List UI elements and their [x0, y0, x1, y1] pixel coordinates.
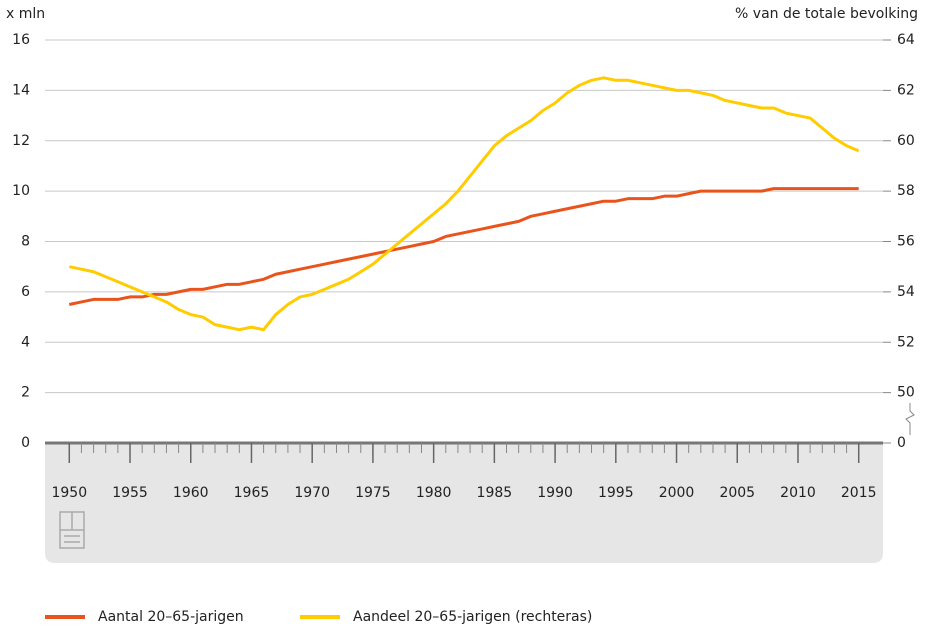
series-line [68, 187, 859, 306]
y-tick-label: 12 [12, 133, 30, 149]
axis-break [905, 403, 915, 435]
x-tick-label: 1960 [173, 485, 209, 501]
y2-tick-label: 50 [897, 385, 915, 401]
y2-tick-label: 60 [897, 133, 915, 149]
x-tick-label: 2000 [659, 485, 695, 501]
y2-tick-label: 56 [897, 234, 915, 250]
y2-tick-label: 54 [897, 284, 915, 300]
x-tick-label: 2015 [841, 485, 877, 501]
x-tick-label: 2005 [719, 485, 755, 501]
y2-tick-label: 62 [897, 82, 915, 98]
x-tick-label: 1970 [294, 485, 330, 501]
y2-axis-label: % van de totale bevolking [735, 6, 918, 22]
y-tick-label: 10 [12, 183, 30, 199]
y-tick-label: 8 [21, 234, 30, 250]
x-tick-label: 1955 [112, 485, 148, 501]
y-tick-label: 6 [21, 284, 30, 300]
y-tick-label: 14 [12, 82, 30, 98]
y2-tick-label: 52 [897, 334, 915, 350]
x-axis-band [45, 443, 883, 563]
x-tick-label: 1950 [51, 485, 87, 501]
y-tick-label: 2 [21, 385, 30, 401]
legend-label: Aandeel 20–65-jarigen (rechteras) [353, 609, 592, 625]
legend-label: Aantal 20–65-jarigen [98, 609, 244, 625]
x-tick-label: 2010 [780, 485, 816, 501]
x-tick-label: 1975 [355, 485, 391, 501]
x-tick-label: 1985 [477, 485, 513, 501]
x-tick-label: 1980 [416, 485, 452, 501]
y-axis-label: x mln [6, 6, 45, 22]
x-tick-label: 1990 [537, 485, 573, 501]
y2-tick-label: 64 [897, 32, 915, 48]
y2-tick-label: 0 [897, 435, 906, 451]
series-line [68, 76, 860, 332]
logo [59, 511, 85, 549]
x-tick-label: 1965 [234, 485, 270, 501]
y-tick-label: 4 [21, 334, 30, 350]
x-tick-label: 1995 [598, 485, 634, 501]
y-tick-label: 16 [12, 32, 30, 48]
y2-tick-label: 58 [897, 183, 915, 199]
y-tick-label: 0 [21, 435, 30, 451]
